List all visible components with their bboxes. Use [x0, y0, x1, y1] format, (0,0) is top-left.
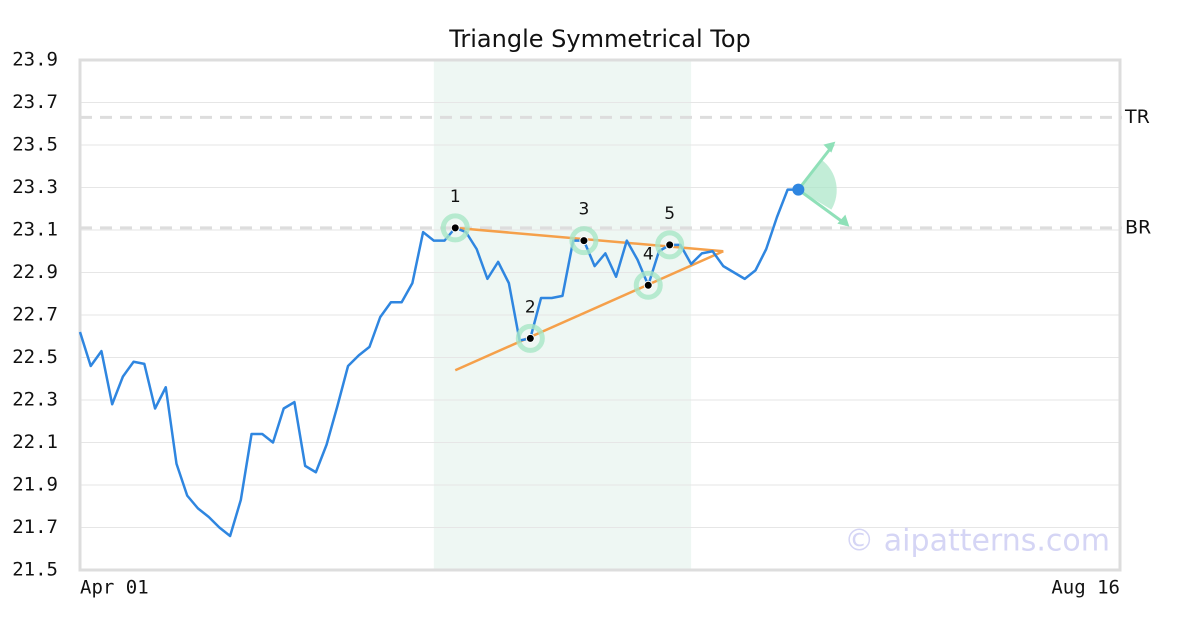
- pattern-point-label: 2: [525, 297, 536, 317]
- pattern-point-halo: [440, 213, 470, 243]
- y-tick-label: 21.9: [12, 474, 58, 496]
- y-tick-label: 23.1: [12, 219, 58, 241]
- y-tick-label: 23.9: [12, 49, 58, 71]
- y-tick-label: 22.3: [12, 389, 58, 411]
- pattern-point-label: 1: [450, 187, 461, 207]
- direction-wedge: [798, 159, 837, 210]
- x-tick-label: Aug 16: [1051, 577, 1120, 599]
- level-label: BR: [1125, 216, 1151, 238]
- arrow-up: [797, 143, 835, 191]
- trendline: [455, 226, 724, 253]
- y-tick-label: 22.7: [12, 304, 58, 326]
- y-tick-label: 23.7: [12, 91, 58, 113]
- pattern-point: [579, 236, 589, 246]
- last-point: [792, 183, 805, 196]
- x-tick-label: Apr 01: [80, 577, 149, 599]
- y-tick-label: 21.5: [12, 559, 58, 581]
- y-tick-label: 21.7: [12, 516, 58, 538]
- arrow-up-head: [823, 141, 836, 153]
- pattern-point-halo: [515, 323, 545, 353]
- level-label: TR: [1124, 106, 1150, 128]
- watermark: © aipatterns.com: [844, 524, 1110, 559]
- plot-frame: [78, 58, 1122, 572]
- pattern-point-halo: [633, 270, 663, 300]
- pattern-point: [665, 240, 675, 250]
- price-line: [78, 188, 799, 538]
- arrow-down: [797, 188, 848, 226]
- pattern-point-label: 5: [664, 204, 675, 224]
- pattern-point-halo: [569, 226, 599, 256]
- y-tick-label: 23.5: [12, 134, 58, 156]
- pattern-point-label: 4: [643, 244, 654, 264]
- y-tick-label: 23.3: [12, 176, 58, 198]
- pattern-point-label: 3: [579, 200, 590, 220]
- y-tick-label: 22.5: [12, 346, 58, 368]
- pattern-point: [643, 280, 653, 290]
- pattern-point: [450, 223, 460, 233]
- arrow-down-head: [837, 214, 850, 227]
- trendline: [454, 250, 724, 372]
- chart-title: Triangle Symmetrical Top: [448, 25, 751, 53]
- y-tick-label: 22.1: [12, 431, 58, 453]
- pattern-point-halo: [655, 230, 685, 260]
- y-tick-label: 22.9: [12, 261, 58, 283]
- pattern-point: [525, 333, 535, 343]
